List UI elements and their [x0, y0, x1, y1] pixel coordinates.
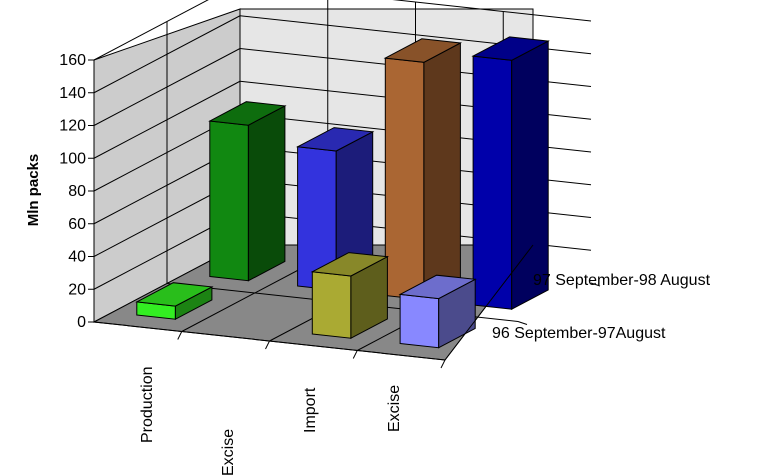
category-label-excise-2: Excise [386, 385, 403, 432]
bar-top-face [398, 274, 477, 300]
bar-top-face [471, 36, 550, 61]
bar-top-face [208, 101, 287, 126]
bar-front-face [311, 271, 352, 339]
y-tick-label: 160 [59, 52, 86, 69]
x-tick-mark [265, 340, 270, 350]
y-tick-label: 80 [68, 183, 86, 200]
x-tick-mark [177, 331, 183, 340]
bar-side-face [511, 40, 549, 311]
y-tick-label: 20 [68, 281, 86, 298]
y-tick-label: 60 [68, 216, 86, 233]
x-tick-mark [440, 359, 446, 369]
bar-import-back [383, 38, 463, 301]
bar-excise-front [398, 274, 477, 349]
series-label-96-97: 96 September-97August [492, 325, 666, 342]
bar-top-face [135, 282, 214, 307]
category-label-excise-1: Excise [220, 429, 237, 476]
bar-front-face [209, 120, 249, 282]
bar-excise-back [471, 36, 550, 311]
bars [135, 36, 550, 349]
bar-production-front [135, 282, 214, 321]
bar-top-face [295, 127, 375, 152]
y-tick-label: 120 [59, 118, 86, 135]
bar-top-face [310, 252, 390, 277]
y-tick-label: 40 [68, 249, 86, 266]
bar-excise-back [295, 127, 375, 292]
series-tick-mark [517, 321, 528, 325]
y-axis-label: Mln packs [25, 154, 42, 227]
bar-side-face [423, 42, 461, 301]
bar-front-face [399, 293, 440, 349]
x-tick-mark [352, 350, 358, 359]
series-tick-mark [590, 282, 601, 287]
bar-import-front [310, 252, 390, 340]
bar-production-back [208, 101, 287, 282]
bar-side-face [247, 105, 286, 282]
y-tick-labels: 0 20 40 60 80 100 120 140 160 [59, 52, 94, 331]
category-label-production: Production [139, 367, 156, 444]
bar-front-face [384, 57, 425, 301]
category-label-import: Import [302, 387, 319, 433]
y-tick-label: 140 [59, 85, 86, 102]
bar-front-face [472, 55, 513, 310]
series-label-97-98: 97 September-98 August [533, 272, 711, 289]
x-axis [93, 244, 534, 361]
bar-top-face [383, 38, 463, 63]
y-tick-label: 0 [77, 314, 86, 331]
y-tick-label: 100 [59, 150, 86, 167]
